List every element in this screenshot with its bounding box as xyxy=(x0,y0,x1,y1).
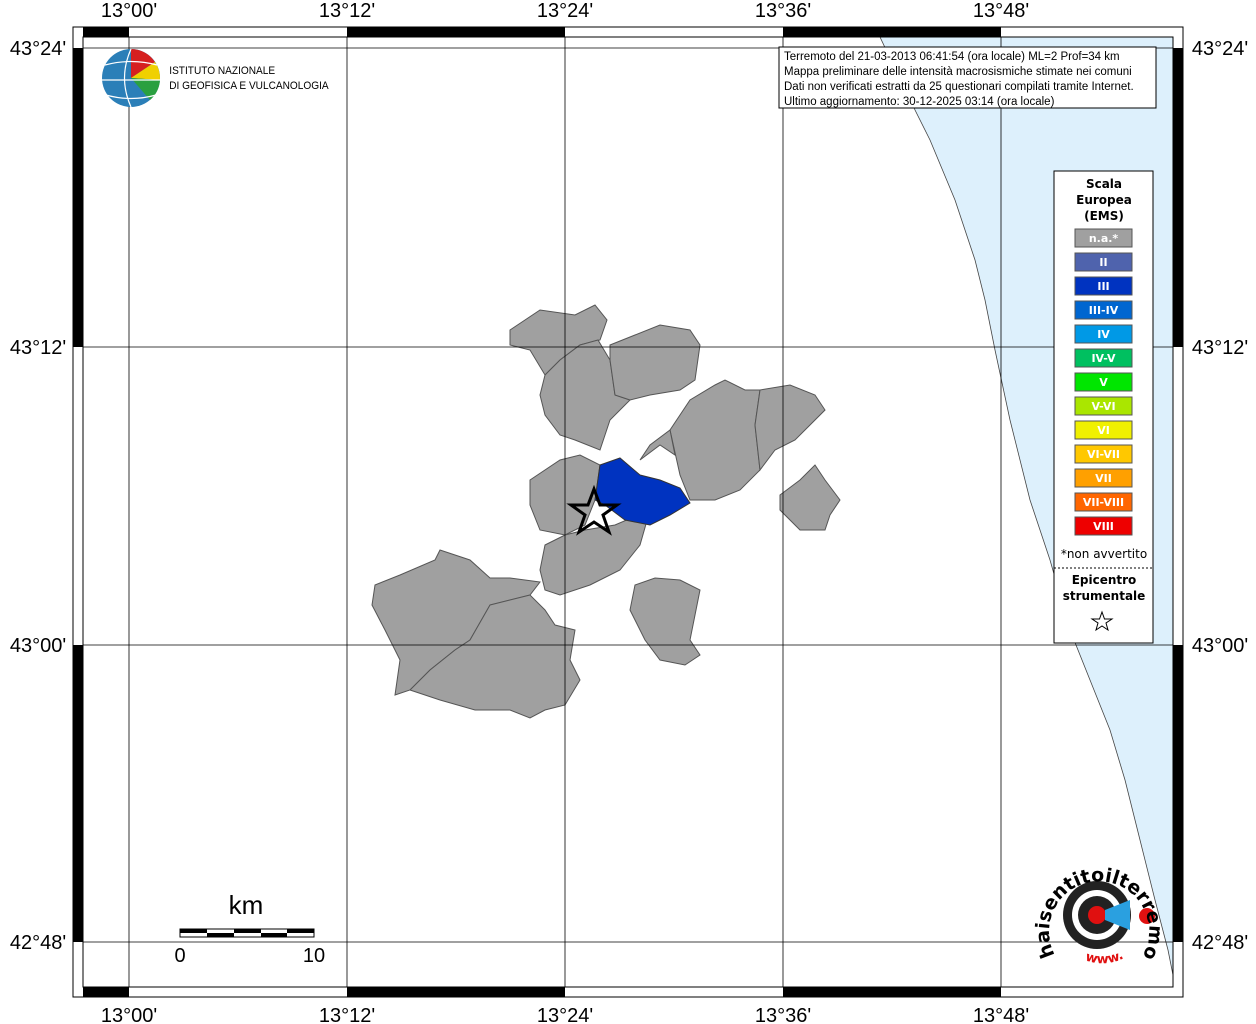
legend-label: II xyxy=(1099,256,1107,269)
scale-unit: km xyxy=(229,890,264,920)
scale-label: 0 xyxy=(174,945,185,967)
legend-label: III-IV xyxy=(1089,304,1119,317)
legend-label: V xyxy=(1099,376,1108,389)
legend-swatch xyxy=(1074,252,1133,272)
municipality xyxy=(409,594,581,719)
legend-star xyxy=(1090,610,1114,632)
lon-label: 13°48' xyxy=(973,1005,1029,1024)
info-line: Mappa preliminare delle intensità macros… xyxy=(784,66,1132,78)
lat-label: 43°00' xyxy=(10,635,66,657)
lat-label: 42°48' xyxy=(1192,932,1248,954)
municipality xyxy=(754,384,826,472)
legend-label: VI xyxy=(1097,424,1110,437)
lat-label: 42°48' xyxy=(10,932,66,954)
info-line: Terremoto del 21-03-2013 06:41:54 (ora l… xyxy=(784,51,1120,63)
legend-label: III xyxy=(1097,280,1109,293)
ingv-logo: ISTITUTO NAZIONALE DI GEOFISICA E VULCAN… xyxy=(102,48,330,108)
municipalities xyxy=(371,304,841,719)
lat-label: 43°24' xyxy=(10,38,66,60)
lat-label: 43°00' xyxy=(1192,635,1248,657)
badge-www: www. xyxy=(1084,948,1126,967)
legend-swatch xyxy=(1074,444,1133,464)
lon-label: 13°12' xyxy=(319,0,375,22)
lat-label: 43°24' xyxy=(1192,38,1248,60)
legend-swatch xyxy=(1074,300,1133,320)
legend-swatch xyxy=(1074,516,1133,536)
legend-title: (EMS) xyxy=(1084,209,1124,223)
lon-label: 13°36' xyxy=(755,0,811,22)
axis-labels: 13°00' 13°12' 13°24' 13°36' 13°48' 13°00… xyxy=(10,0,1248,1024)
legend-label: n.a.* xyxy=(1089,232,1119,245)
municipality xyxy=(539,339,631,451)
legend-label: VII-VIII xyxy=(1083,496,1124,509)
legend-label: IV xyxy=(1097,328,1110,341)
municipality xyxy=(779,464,841,531)
lon-label: 13°24' xyxy=(537,1005,593,1024)
lat-label: 43°12' xyxy=(10,337,66,359)
legend-swatch xyxy=(1074,420,1133,440)
legend-title: Scala xyxy=(1086,177,1122,191)
legend-label: V-VI xyxy=(1091,400,1115,413)
legend-swatch xyxy=(1074,324,1133,344)
info-line: Ultimo aggiornamento: 30-12-2025 03:14 (… xyxy=(784,96,1055,108)
lon-label: 13°24' xyxy=(537,0,593,22)
legend-note: *non avvertito xyxy=(1061,547,1147,561)
lon-label: 13°12' xyxy=(319,1005,375,1024)
lat-label: 43°12' xyxy=(1192,337,1248,359)
legend-title: Europea xyxy=(1076,193,1132,207)
legend-swatch xyxy=(1074,372,1133,392)
legend-label: VI-VII xyxy=(1087,448,1120,461)
legend-label: VII xyxy=(1095,472,1112,485)
municipality xyxy=(629,577,701,666)
legend-swatch xyxy=(1074,492,1133,512)
epicenter-star xyxy=(566,484,622,536)
legend-swatch xyxy=(1074,348,1133,368)
lon-label: 13°48' xyxy=(973,0,1029,22)
logo-text: DI GEOFISICA E VULCANOLOGIA xyxy=(169,80,329,92)
info-box: Terremoto del 21-03-2013 06:41:54 (ora l… xyxy=(778,46,1157,109)
frame xyxy=(72,26,1184,998)
legend-epicenter: Epicentro xyxy=(1072,573,1137,587)
badge-www-path: www. xyxy=(1084,948,1126,967)
logo-text: ISTITUTO NAZIONALE xyxy=(169,65,275,77)
legend-swatch xyxy=(1074,468,1133,488)
municipality xyxy=(639,429,676,461)
legend-swatch xyxy=(1074,396,1133,416)
municipality xyxy=(609,324,701,401)
legend-label: IV-V xyxy=(1091,352,1116,365)
scale-label: 10 xyxy=(303,945,325,967)
lon-label: 13°36' xyxy=(755,1005,811,1024)
lon-label: 13°00' xyxy=(101,1005,157,1024)
info-line: Dati non verificati estratti da 25 quest… xyxy=(784,81,1134,93)
scale-bar: km 0 10 xyxy=(174,890,325,967)
lon-label: 13°00' xyxy=(101,0,157,22)
legend-swatch xyxy=(1074,276,1133,296)
legend-epicenter: strumentale xyxy=(1063,589,1146,603)
legend-swatch xyxy=(1074,228,1133,248)
legend-label: VIII xyxy=(1093,520,1114,533)
legend: Scala Europea (EMS) *non avvertito Epice… xyxy=(1053,170,1154,644)
